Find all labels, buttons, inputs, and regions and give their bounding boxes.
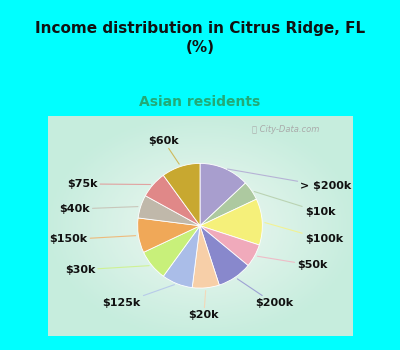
Wedge shape: [138, 196, 200, 226]
Text: > $200k: > $200k: [228, 169, 352, 191]
Text: $10k: $10k: [254, 191, 336, 217]
Wedge shape: [192, 226, 219, 288]
Text: ⓘ City-Data.com: ⓘ City-Data.com: [252, 125, 319, 134]
Text: Income distribution in Citrus Ridge, FL
(%): Income distribution in Citrus Ridge, FL …: [35, 21, 365, 55]
Wedge shape: [163, 163, 200, 226]
Wedge shape: [163, 226, 200, 288]
Wedge shape: [200, 163, 246, 226]
Text: $20k: $20k: [188, 290, 219, 321]
Text: $150k: $150k: [49, 234, 136, 244]
Wedge shape: [144, 226, 200, 276]
Wedge shape: [138, 218, 200, 252]
Wedge shape: [200, 226, 259, 266]
Text: $200k: $200k: [237, 279, 293, 308]
Text: $40k: $40k: [59, 204, 138, 214]
Text: $100k: $100k: [265, 223, 343, 244]
Wedge shape: [200, 199, 262, 245]
Text: $50k: $50k: [257, 256, 328, 270]
Text: $125k: $125k: [102, 285, 174, 308]
Text: Asian residents: Asian residents: [139, 95, 261, 109]
Wedge shape: [200, 226, 248, 285]
Text: $30k: $30k: [65, 265, 149, 275]
Wedge shape: [200, 183, 256, 226]
Text: $75k: $75k: [67, 179, 150, 189]
Text: $60k: $60k: [148, 135, 179, 164]
Wedge shape: [145, 175, 200, 226]
